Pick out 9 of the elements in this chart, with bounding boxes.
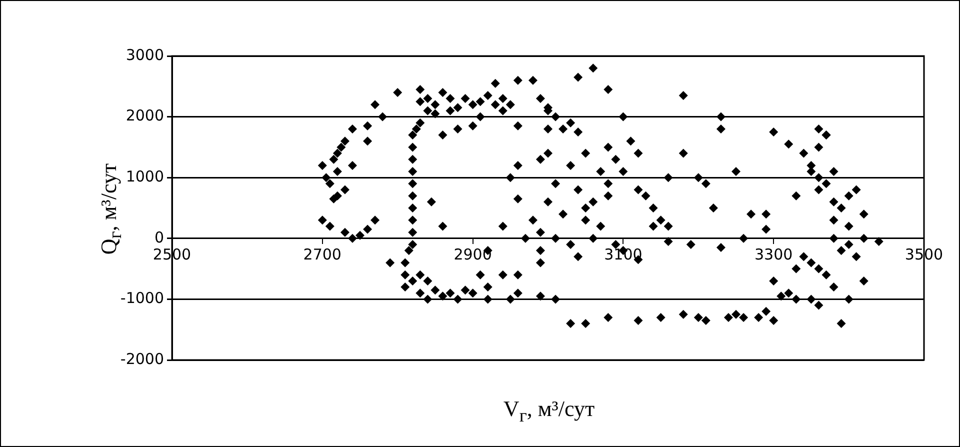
x-tick-label: 2700: [303, 245, 342, 264]
y-tick-label: -1000: [120, 289, 164, 308]
x-axis-title: V$_{г}$, м³/сут: [503, 396, 595, 426]
x-tick-label: 3300: [754, 245, 793, 264]
y-tick-label: -2000: [120, 350, 164, 368]
y-tick-label: 1000: [126, 167, 164, 186]
y-tick-label: 2000: [126, 106, 164, 125]
y-tick-label: 3000: [126, 46, 164, 64]
y-tick-label: 0: [154, 228, 164, 246]
